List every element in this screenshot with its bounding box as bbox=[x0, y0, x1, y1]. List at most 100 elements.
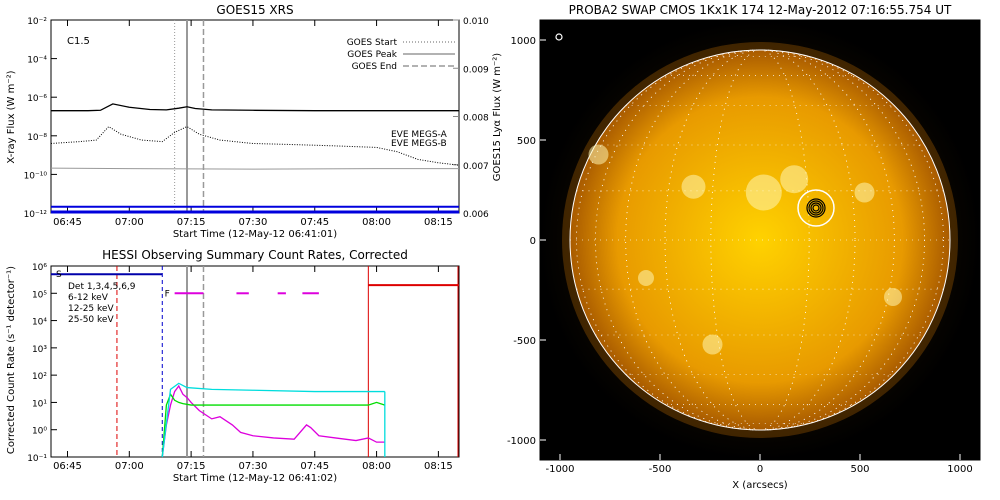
hessi-y-label: Corrected Count Rate (s⁻¹ detector⁻¹) bbox=[6, 266, 17, 454]
goes-x-tick-label: 07:15 bbox=[177, 217, 206, 228]
swap-active-region bbox=[681, 174, 706, 199]
swap-chart-title: PROBA2 SWAP CMOS 1Kx1K 174 12-May-2012 0… bbox=[569, 3, 952, 17]
goes-plot-frame bbox=[50, 19, 460, 214]
hessi-legend-label: 6-12 keV bbox=[68, 293, 109, 303]
hessi-series: SF bbox=[51, 266, 459, 458]
swap-longitude-line bbox=[664, 49, 856, 431]
swap-x-tick-label: 0 bbox=[757, 464, 763, 475]
swap-x-tick-label: 1000 bbox=[947, 464, 972, 475]
swap-active-region bbox=[588, 144, 609, 165]
goes-y2-tick-label: 0.007 bbox=[463, 162, 489, 172]
hessi-x-tick-label: 07:15 bbox=[177, 461, 206, 472]
goes-x-tick-label: 07:45 bbox=[300, 217, 329, 228]
swap-y-tick-label: 0 bbox=[530, 236, 536, 247]
goes-legend: GOES Start GOES Peak GOES End bbox=[347, 38, 455, 72]
goes-y-tick-label: 10⁻⁶ bbox=[27, 94, 47, 104]
swap-y-tick-label: 1000 bbox=[511, 36, 536, 47]
swap-aia-flare-circle bbox=[797, 189, 835, 227]
hessi-y-tick-label: 10⁶ bbox=[32, 263, 47, 273]
swap-x-tick-label: -1000 bbox=[545, 464, 574, 475]
hessi-y-tick-label: 10⁴ bbox=[32, 318, 47, 328]
swap-rhessi-contour bbox=[810, 202, 822, 214]
goes-y2-tick-label: 0.009 bbox=[463, 65, 489, 75]
swap-axis-ticks: -1000 -500 0 500 1000 1000 500 0 -500 -1000 bbox=[507, 36, 973, 475]
swap-y-tick-label: 500 bbox=[517, 136, 536, 147]
swap-longitude-line bbox=[625, 49, 895, 431]
goes-axis-ticks: 06:45 07:00 07:15 07:30 07:45 08:00 08:15 10⁻² 1… bbox=[24, 17, 489, 228]
swap-longitude-line bbox=[710, 49, 810, 431]
hessi-legend-label: 12-25 keV bbox=[68, 304, 114, 314]
goes-y-tick-label: 10⁻¹⁰ bbox=[24, 171, 48, 181]
goes-y2-label: GOES15 Lyα Flux (W m⁻²) bbox=[492, 53, 503, 181]
swap-active-region bbox=[884, 288, 902, 306]
goes-flare-class: C1.5 bbox=[67, 36, 90, 47]
swap-y-tick-label: -500 bbox=[513, 336, 536, 347]
hessi-x-label: Start Time (12-May-12 06:41:02) bbox=[173, 473, 337, 484]
swap-legend-label: RHESSI contours bbox=[565, 45, 640, 55]
goes-x-tick-label: 07:00 bbox=[115, 217, 144, 228]
hessi-25-50-kev-line bbox=[161, 382, 385, 458]
swap-x-label: X (arcsecs) bbox=[732, 480, 788, 491]
goes-x-tick-label: 07:30 bbox=[239, 217, 268, 228]
goes-legend-label: GOES Peak bbox=[347, 50, 397, 60]
swap-legend-aia-icon bbox=[555, 33, 563, 41]
swap-x-tick-label: -500 bbox=[649, 464, 672, 475]
swap-active-region bbox=[638, 270, 654, 286]
goes-y-tick-label: 10⁻⁸ bbox=[27, 133, 47, 143]
swap-active-region bbox=[745, 174, 782, 211]
hessi-x-tick-label: 07:00 bbox=[115, 461, 144, 472]
swap-rhessi-contour bbox=[808, 200, 824, 216]
swap-active-region bbox=[780, 165, 809, 194]
swap-solar-disk bbox=[570, 50, 950, 430]
hessi-12-25-kev-line bbox=[161, 392, 386, 458]
hessi-y-tick-label: 10⁰ bbox=[32, 427, 47, 437]
hessi-chart-title: HESSI Observing Summary Count Rates, Cor… bbox=[102, 248, 408, 262]
goes-eve-megs-b-label: EVE MEGS-B bbox=[391, 139, 447, 149]
goes-legend-label: GOES End bbox=[352, 62, 397, 72]
goes-x-label: Start Time (12-May-12 06:41:01) bbox=[173, 229, 337, 240]
hessi-y-tick-label: 10⁵ bbox=[32, 290, 47, 300]
hessi-x-tick-label: 07:45 bbox=[300, 461, 329, 472]
swap-rhessi-contour bbox=[812, 204, 820, 212]
hessi-x-tick-label: 06:45 bbox=[53, 461, 82, 472]
hessi-legend-label: 25-50 keV bbox=[68, 315, 114, 325]
hessi-x-tick-label: 08:15 bbox=[424, 461, 453, 472]
swap-legend: AIA flare location RHESSI contours bbox=[555, 33, 642, 55]
hessi-x-tick-label: 07:30 bbox=[239, 461, 268, 472]
hessi-plot-frame bbox=[50, 265, 460, 458]
hessi-x-tick-label: 08:00 bbox=[362, 461, 391, 472]
hessi-y-tick-label: 10⁻¹ bbox=[27, 454, 47, 464]
hessi-axis-ticks: 06:45 07:00 07:15 07:30 07:45 08:00 08:15 10⁶ 10… bbox=[27, 263, 453, 472]
swap-active-region bbox=[702, 334, 723, 355]
goes-x-tick-label: 08:15 bbox=[424, 217, 453, 228]
goes-y2-tick-label: 0.008 bbox=[463, 114, 489, 124]
swap-y-tick-label: -1000 bbox=[507, 436, 536, 447]
goes-y-tick-label: 10⁻⁴ bbox=[27, 56, 47, 66]
hessi-y-tick-label: 10² bbox=[32, 372, 47, 382]
hessi-f-flag-label: F bbox=[165, 289, 170, 299]
goes-chart-title: GOES15 XRS bbox=[216, 3, 293, 17]
goes-short-flux bbox=[50, 125, 460, 166]
goes-y-tick-label: 10⁻¹² bbox=[24, 210, 48, 220]
swap-active-region bbox=[854, 182, 875, 203]
swap-legend-label: AIA flare location bbox=[565, 33, 642, 43]
swap-solar-image bbox=[540, 20, 980, 460]
swap-rhessi-contour bbox=[806, 198, 826, 218]
goes-x-tick-label: 06:45 bbox=[53, 217, 82, 228]
goes-y2-tick-label: 0.010 bbox=[463, 17, 489, 27]
swap-legend-rhessi-icon bbox=[555, 45, 563, 53]
goes-long-flux bbox=[51, 103, 459, 112]
goes-y-label: X-ray Flux (W m⁻²) bbox=[6, 70, 17, 163]
hessi-6-12-kev-line bbox=[161, 384, 385, 458]
goes-lyman-flux bbox=[50, 167, 459, 170]
hessi-y-tick-label: 10¹ bbox=[32, 399, 47, 409]
goes-x-tick-label: 08:00 bbox=[362, 217, 391, 228]
goes-y2-tick-label: 0.006 bbox=[463, 210, 489, 220]
hessi-legend-label: Det 1,3,4,5,6,9 bbox=[68, 282, 136, 292]
hessi-s-flag-label: S bbox=[56, 270, 62, 280]
goes-y-tick-label: 10⁻² bbox=[27, 17, 47, 27]
goes-legend-label: GOES Start bbox=[347, 38, 398, 48]
